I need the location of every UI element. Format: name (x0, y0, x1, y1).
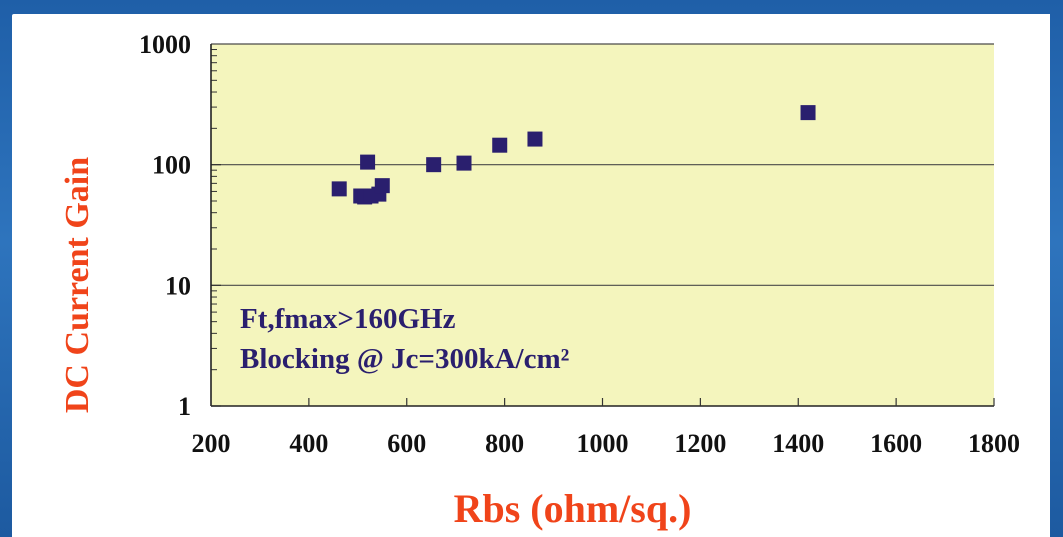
y-tick-label: 100 (152, 151, 191, 180)
annotation-line-2: Blocking @ Jc=300kA/cm² (240, 343, 570, 375)
x-tick-label: 1000 (577, 429, 629, 458)
scatter-chart: 200 400 600 800 1000 1200 1400 1600 1800 1101001… (59, 30, 1020, 531)
data-point (426, 157, 442, 173)
x-tick-label: 200 (192, 429, 231, 458)
x-tick-label: 1400 (772, 429, 824, 458)
x-axis-label: Rbs (ohm/sq.) (454, 486, 692, 531)
data-points (331, 105, 816, 205)
data-point (331, 181, 347, 197)
data-point (374, 178, 390, 194)
x-tick-label: 1800 (968, 429, 1020, 458)
grid-lines (211, 43, 994, 286)
x-tick-labels: 200 400 600 800 1000 1200 1400 1600 1800 (192, 398, 1020, 458)
x-tick-label: 400 (289, 429, 328, 458)
x-tick-label: 1600 (870, 429, 922, 458)
y-tick-label: 1 (178, 392, 191, 421)
data-point (527, 131, 543, 147)
data-point (456, 155, 472, 171)
y-tick-label: 10 (165, 271, 191, 300)
y-tick-label: 1000 (139, 30, 191, 59)
data-point (492, 137, 508, 153)
x-tick-label: 1200 (674, 429, 726, 458)
y-axis-label: DC Current Gain (59, 157, 96, 413)
annotation-line-1: Ft,fmax>160GHz (240, 303, 456, 335)
x-tick-label: 800 (485, 429, 524, 458)
y-tick-labels: 1 10 100 1000 (139, 30, 191, 421)
y-minor-ticks (211, 49, 221, 407)
data-point (800, 105, 816, 121)
x-tick-label: 600 (387, 429, 426, 458)
plot-area (211, 44, 994, 406)
data-point (360, 154, 376, 170)
slide-panel: 200 400 600 800 1000 1200 1400 1600 1800 1 10 100 1… (12, 14, 1050, 537)
